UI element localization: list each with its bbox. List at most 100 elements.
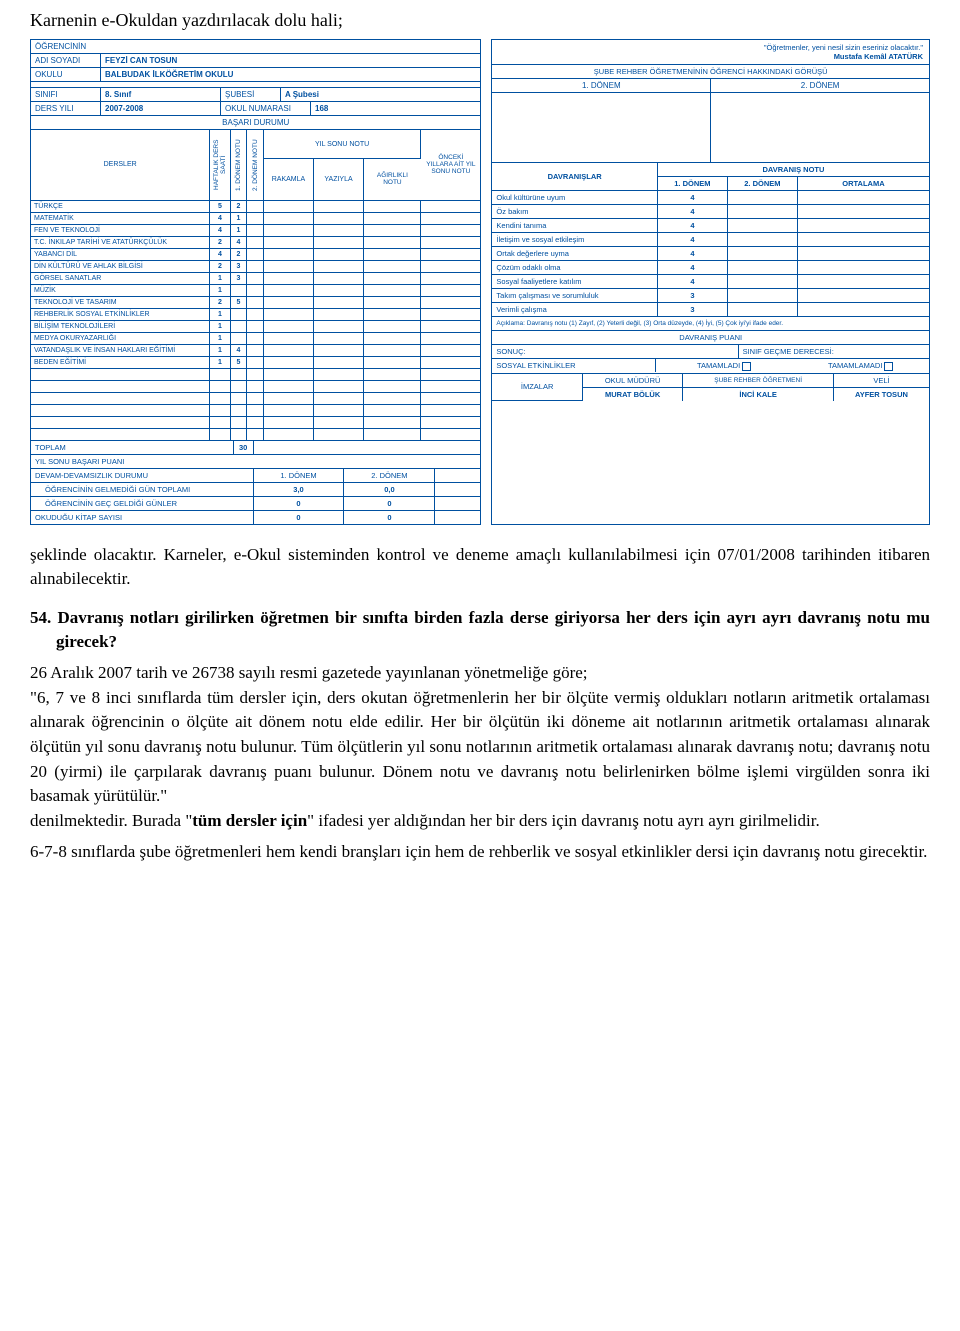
section-label: ŞUBESİ	[221, 88, 281, 101]
absent-label: ÖĞRENCİNİN GELMEDİĞİ GÜN TOPLAMI	[31, 482, 253, 496]
table-row	[31, 380, 480, 392]
table-row	[31, 392, 480, 404]
behavior-note-label: DAVRANIŞ NOTU	[657, 163, 929, 177]
principal-name: MURAT BÖLÜK	[582, 387, 682, 401]
report-cards-row: ÖĞRENCİNİN ADI SOYADI FEYZİ CAN TOSUN OK…	[30, 39, 930, 525]
col-previous: ÖNCEKİ YILLARA AİT YIL SONU NOTU	[421, 130, 481, 200]
table-row: Takım çalışması ve sorumluluk3	[492, 289, 929, 303]
parent-name: AYFER TOSUN	[833, 387, 929, 401]
quote-author: Mustafa Kemâl ATATÜRK	[834, 52, 923, 61]
year-label: DERS YILI	[31, 102, 101, 115]
col-yearend: YIL SONU NOTU	[263, 130, 420, 159]
col-courses: DERSLER	[31, 130, 210, 200]
table-row: DİN KÜLTÜRÜ VE AHLAK BİLGİSİ23	[31, 260, 480, 272]
p2c-post: " ifadesi yer aldığından her bir ders iç…	[307, 811, 820, 830]
books-label: OKUDUĞU KİTAP SAYISI	[31, 510, 253, 524]
col-written: YAZIYLA	[313, 159, 363, 200]
table-row: Kendini tanıma4	[492, 219, 929, 233]
completed-label: TAMAMLADI	[697, 361, 740, 370]
signatures-label: İMZALAR	[492, 374, 582, 401]
total-label: TOPLAM	[31, 441, 233, 455]
col-numeric: RAKAMLA	[263, 159, 313, 200]
table-row: TEKNOLOJİ VE TASARIM25	[31, 296, 480, 308]
table-row: GÖRSEL SANATLAR13	[31, 272, 480, 284]
pass-label: SINIF GEÇME DERECESİ:	[739, 345, 929, 358]
late-label: ÖĞRENCİNİN GEÇ GELDİĞİ GÜNLER	[31, 496, 253, 510]
table-row	[31, 428, 480, 440]
paragraph-3: 6-7-8 sınıflarda şube öğretmenleri hem k…	[30, 840, 930, 865]
attendance-d2-label: 2. DÖNEM	[344, 468, 435, 482]
quote-block: "Öğretmenler, yeni nesil sizin eseriniz …	[492, 40, 929, 65]
behavior-avg: ORTALAMA	[797, 177, 929, 191]
notcompleted-checkbox[interactable]	[884, 362, 893, 371]
table-row: YABANCI DİL42	[31, 248, 480, 260]
p2a: 26 Aralık 2007 tarih ve 26738 sayılı res…	[30, 663, 588, 682]
school-name: BALBUDAK İLKÖĞRETİM OKULU	[101, 68, 480, 81]
behavior-explanation: Açıklama: Davranış notu (1) Zayıf, (2) Y…	[492, 317, 929, 331]
opinion-empty	[492, 93, 929, 163]
books-d1: 0	[253, 510, 344, 524]
attendance-d1-label: 1. DÖNEM	[253, 468, 344, 482]
signatures-table: İMZALAR OKUL MÜDÜRÜ ŞUBE REHBER ÖĞRETMEN…	[492, 374, 929, 402]
paragraph-1: şeklinde olacaktır. Karneler, e-Okul sis…	[30, 543, 930, 592]
summary-table: TOPLAM 30 YIL SONU BAŞARI PUANI DEVAM-DE…	[31, 441, 480, 524]
table-row: VATANDAŞLIK VE İNSAN HAKLARI EĞİTİMİ14	[31, 344, 480, 356]
paragraph-2: 26 Aralık 2007 tarih ve 26738 sayılı res…	[30, 661, 930, 833]
name-label: ADI SOYADI	[31, 54, 101, 67]
schoolno-value: 168	[311, 102, 480, 115]
table-row: MÜZİK1	[31, 284, 480, 296]
table-row: İletişim ve sosyal etkileşim4	[492, 233, 929, 247]
table-row: Ortak değerlere uyma4	[492, 247, 929, 261]
completed-checkbox[interactable]	[742, 362, 751, 371]
schoolno-label: OKUL NUMARASI	[221, 102, 311, 115]
notcompleted-label: TAMAMLAMADI	[828, 361, 882, 370]
quote-text: "Öğretmenler, yeni nesil sizin eseriniz …	[764, 43, 923, 52]
table-row: TÜRKÇE52	[31, 200, 480, 212]
col-weighted: AĞIRLIKLI NOTU	[364, 159, 421, 200]
behavior-d2: 2. DÖNEM	[727, 177, 797, 191]
table-row: MEDYA OKURYAZARLIĞI1	[31, 332, 480, 344]
body-text: şeklinde olacaktır. Karneler, e-Okul sis…	[30, 543, 930, 865]
behavior-d1: 1. DÖNEM	[657, 177, 727, 191]
col-d1: 1. DÖNEM NOTU	[230, 130, 247, 200]
table-row: T.C. İNKILAP TARİHİ VE ATATÜRKÇÜLÜK24	[31, 236, 480, 248]
question-54: 54. Davranış notları girilirken öğretmen…	[30, 606, 930, 655]
absent-d1: 3,0	[253, 482, 344, 496]
report-card-right: "Öğretmenler, yeni nesil sizin eseriniz …	[491, 39, 930, 525]
report-card-left: ÖĞRENCİNİN ADI SOYADI FEYZİ CAN TOSUN OK…	[30, 39, 481, 525]
behavior-label: DAVRANIŞLAR	[492, 163, 657, 191]
result-label: SONUÇ:	[492, 345, 738, 358]
table-row: Verimli çalışma3	[492, 303, 929, 317]
col-d2: 2. DÖNEM NOTU	[247, 130, 264, 200]
late-d1: 0	[253, 496, 344, 510]
table-row	[31, 416, 480, 428]
table-row: Okul kültürüne uyum4	[492, 191, 929, 205]
behavior-score-header: DAVRANIŞ PUANI	[492, 331, 929, 345]
grades-table: DERSLER HAFTALIK DERS SAATİ 1. DÖNEM NOT…	[31, 130, 480, 441]
teacher-name: İNCİ KALE	[683, 387, 834, 401]
table-row: BEDEN EĞİTİMİ15	[31, 356, 480, 368]
parent-label: VELİ	[833, 374, 929, 388]
p2b: "6, 7 ve 8 inci sınıflarda tüm dersler i…	[30, 688, 930, 806]
grades-header: BAŞARI DURUMU	[31, 116, 480, 130]
opinion-header: ŞUBE REHBER ÖĞRETMENİNİN ÖĞRENCİ HAKKIND…	[492, 65, 929, 79]
table-row: Çözüm odaklı olma4	[492, 261, 929, 275]
student-header: ÖĞRENCİNİN	[31, 40, 480, 54]
late-d2: 0	[344, 496, 435, 510]
table-row: REHBERLİK SOSYAL ETKİNLİKLER1	[31, 308, 480, 320]
total-value: 30	[233, 441, 253, 455]
table-row: Öz bakım4	[492, 205, 929, 219]
table-row	[31, 368, 480, 380]
table-row: Sosyal faaliyetlere katılım4	[492, 275, 929, 289]
books-d2: 0	[344, 510, 435, 524]
page-title: Karnenin e-Okuldan yazdırılacak dolu hal…	[30, 10, 930, 31]
social-label: SOSYAL ETKİNLİKLER	[492, 359, 655, 372]
table-row	[31, 404, 480, 416]
attendance-label: DEVAM-DEVAMSIZLIK DURUMU	[31, 468, 253, 482]
p2c-pre: denilmektedir. Burada "	[30, 811, 192, 830]
col-weekly: HAFTALIK DERS SAATİ	[210, 130, 230, 200]
year-value: 2007-2008	[101, 102, 221, 115]
table-row: MATEMATİK41	[31, 212, 480, 224]
behavior-table: DAVRANIŞLAR DAVRANIŞ NOTU 1. DÖNEM 2. DÖ…	[492, 163, 929, 317]
table-row: FEN VE TEKNOLOJİ41	[31, 224, 480, 236]
